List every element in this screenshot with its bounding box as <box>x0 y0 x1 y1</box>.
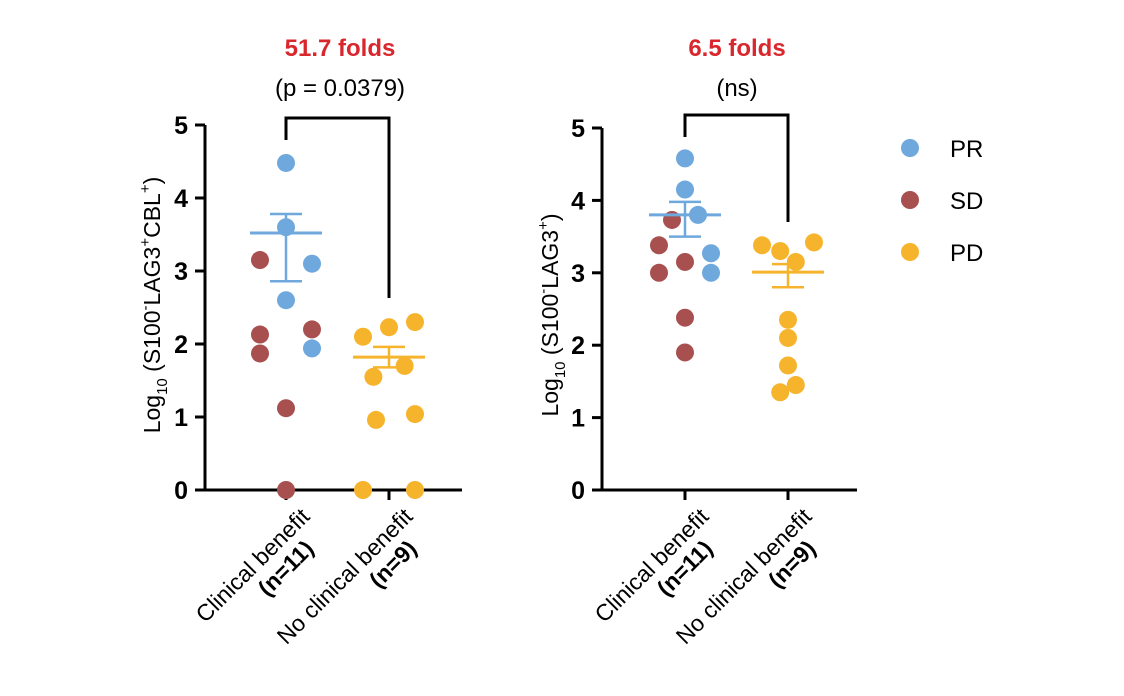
y-tick-label: 1 <box>174 404 188 432</box>
data-point-sd <box>251 344 269 363</box>
y-axis-title-pre: (S100 <box>537 294 563 362</box>
fold-change-label: 51.7 folds <box>285 35 396 62</box>
data-point-pr <box>702 244 720 263</box>
y-axis-title-sup1: - <box>535 289 552 294</box>
legend-label-pd: PD <box>950 240 983 267</box>
data-point-sd <box>277 399 295 418</box>
legend-label-sd: SD <box>950 188 983 215</box>
y-tick-label: 1 <box>571 405 585 433</box>
y-axis-title-mid2: CBL <box>139 193 165 238</box>
y-tick-label: 2 <box>174 331 188 359</box>
legend-marker-pr <box>901 139 919 157</box>
data-point-pr <box>676 180 694 199</box>
data-point-pd <box>406 405 424 424</box>
data-point-pd <box>753 236 771 255</box>
data-point-pd <box>779 310 797 329</box>
data-point-pd <box>354 481 372 499</box>
y-tick-label: 2 <box>571 332 585 360</box>
y-axis-title-base: Log <box>139 395 165 433</box>
data-point-pd <box>779 328 797 347</box>
data-point-pd <box>354 327 372 346</box>
data-point-sd <box>676 252 694 271</box>
significance-bracket <box>284 116 391 298</box>
data-point-pd <box>786 252 805 271</box>
legend-marker-pd <box>901 243 919 261</box>
data-point-pd <box>771 383 790 402</box>
p-value-label: (ns) <box>716 75 757 102</box>
data-point-sd <box>303 320 321 339</box>
data-point-pr <box>277 153 295 172</box>
y-axis-title-pre: (S100 <box>139 310 165 378</box>
y-tick-label: 0 <box>571 477 585 505</box>
data-point-pd <box>779 356 797 375</box>
y-tick-label: 3 <box>571 260 585 288</box>
y-tick-label: 4 <box>571 187 585 215</box>
y-axis-title-mid: LAG3 <box>537 230 563 289</box>
y-tick-label: 4 <box>174 185 188 213</box>
y-tick-label: 5 <box>571 115 585 143</box>
y-axis-title-sub: 10 <box>154 378 171 395</box>
y-axis-title-post: ) <box>537 213 563 221</box>
legend: PR SD PD <box>901 136 983 267</box>
data-point-pd <box>805 233 823 252</box>
y-axis-title-post: ) <box>139 177 165 185</box>
y-axis-title-sup3: + <box>137 184 154 193</box>
data-point-sd <box>650 236 668 255</box>
y-tick-label: 5 <box>174 112 188 140</box>
significance-bracket <box>683 113 790 222</box>
data-point-sd <box>251 325 269 344</box>
legend-marker-sd <box>901 191 919 209</box>
data-point-pr <box>303 339 321 358</box>
y-tick-label: 3 <box>174 258 188 286</box>
y-axis-title-sup1: - <box>137 305 154 310</box>
y-axis-title-sub: 10 <box>552 361 569 378</box>
data-point-pd <box>367 410 385 429</box>
data-point-pd <box>395 356 414 375</box>
data-point-pd <box>786 376 805 395</box>
data-point-pr <box>303 254 321 273</box>
data-point-sd <box>650 263 668 282</box>
data-point-pr <box>676 149 694 168</box>
data-point-sd <box>251 251 269 270</box>
data-point-pd <box>364 367 383 386</box>
data-point-sd <box>676 308 694 327</box>
data-point-pd <box>380 318 398 337</box>
y-axis-title-base: Log <box>537 378 563 416</box>
data-point-pd <box>406 313 424 332</box>
data-point-pr <box>702 263 720 282</box>
data-point-sd <box>277 481 295 499</box>
data-point-sd <box>676 343 694 362</box>
fold-change-label: 6.5 folds <box>688 35 785 62</box>
data-point-pr <box>277 291 295 310</box>
y-axis-title-sup2: + <box>535 221 552 230</box>
data-point-pd <box>771 242 790 261</box>
y-tick-label: 0 <box>174 477 188 505</box>
y-axis-title: Log10 (S100-LAG3+CBL+) <box>137 177 171 434</box>
y-axis-title-sup2: + <box>137 238 154 247</box>
p-value-label: (p = 0.0379) <box>275 75 405 102</box>
legend-label-pr: PR <box>950 136 983 163</box>
y-axis-title: Log10 (S100-LAG3+) <box>535 213 569 416</box>
y-axis-title-mid: LAG3 <box>139 247 165 306</box>
data-point-pd <box>406 481 424 499</box>
